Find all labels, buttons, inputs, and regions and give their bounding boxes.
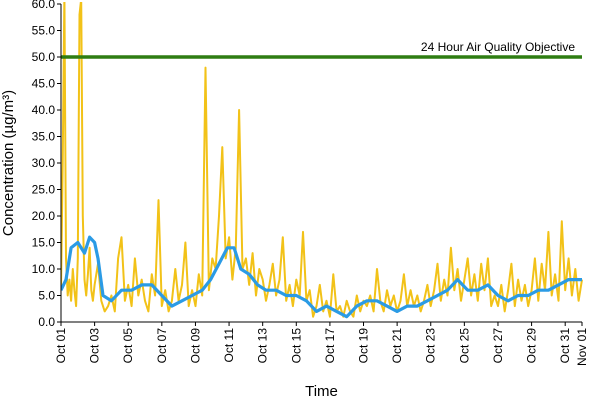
series-layer — [61, 2, 583, 319]
x-axis-title: Time — [305, 383, 338, 400]
x-axis-ticks: Oct 01 Oct 03 Oct 05 Oct 07 Oct 09 Oct 11 Oct … — [54, 322, 589, 366]
x-tick-label: Oct 23 — [424, 328, 438, 364]
x-tick-label: Nov 01 — [575, 328, 589, 366]
y-tick-label: 15.0 — [32, 236, 56, 250]
x-tick-label: Oct 01 — [54, 328, 68, 364]
y-tick-label: 20.0 — [32, 209, 56, 223]
hourly-concentration-line — [61, 2, 583, 318]
y-tick-label: 40.0 — [32, 103, 56, 117]
running-mean-line — [61, 235, 582, 319]
y-tick-label: 35.0 — [32, 130, 56, 144]
y-tick-label: 45.0 — [32, 77, 56, 91]
x-tick-label: Oct 03 — [88, 328, 102, 364]
y-tick-label: 0.0 — [38, 315, 55, 329]
x-tick-label: Oct 27 — [491, 328, 505, 364]
x-tick-label: Oct 19 — [357, 328, 371, 364]
x-tick-label: Oct 21 — [390, 328, 404, 364]
x-tick-label: Oct 11 — [222, 328, 236, 363]
y-tick-label: 50.0 — [32, 50, 56, 64]
air-quality-objective-label: 24 Hour Air Quality Objective — [421, 40, 575, 54]
x-tick-label: Oct 07 — [155, 328, 169, 364]
y-axis-title: Concentration (µg/m³) — [0, 90, 17, 236]
y-tick-label: 60.0 — [32, 0, 56, 11]
y-tick-label: 10.0 — [32, 262, 56, 276]
x-tick-label: Oct 29 — [525, 328, 539, 364]
x-tick-label: Oct 31 — [558, 328, 572, 364]
x-tick-label: Oct 13 — [256, 328, 270, 364]
y-tick-label: 25.0 — [32, 183, 56, 197]
x-tick-label: Oct 25 — [457, 328, 471, 364]
y-tick-label: 55.0 — [32, 24, 56, 38]
y-axis-ticks: 0.0 5.0 10.0 15.0 20.0 25.0 30.0 35.0 40.0 45.0 50… — [32, 0, 61, 329]
x-tick-label: Oct 17 — [323, 328, 337, 364]
y-tick-label: 30.0 — [32, 156, 56, 170]
x-tick-label: Oct 05 — [121, 328, 135, 364]
y-tick-label: 5.0 — [38, 289, 55, 303]
x-tick-label: Oct 15 — [289, 328, 303, 364]
x-tick-label: Oct 09 — [189, 328, 203, 364]
